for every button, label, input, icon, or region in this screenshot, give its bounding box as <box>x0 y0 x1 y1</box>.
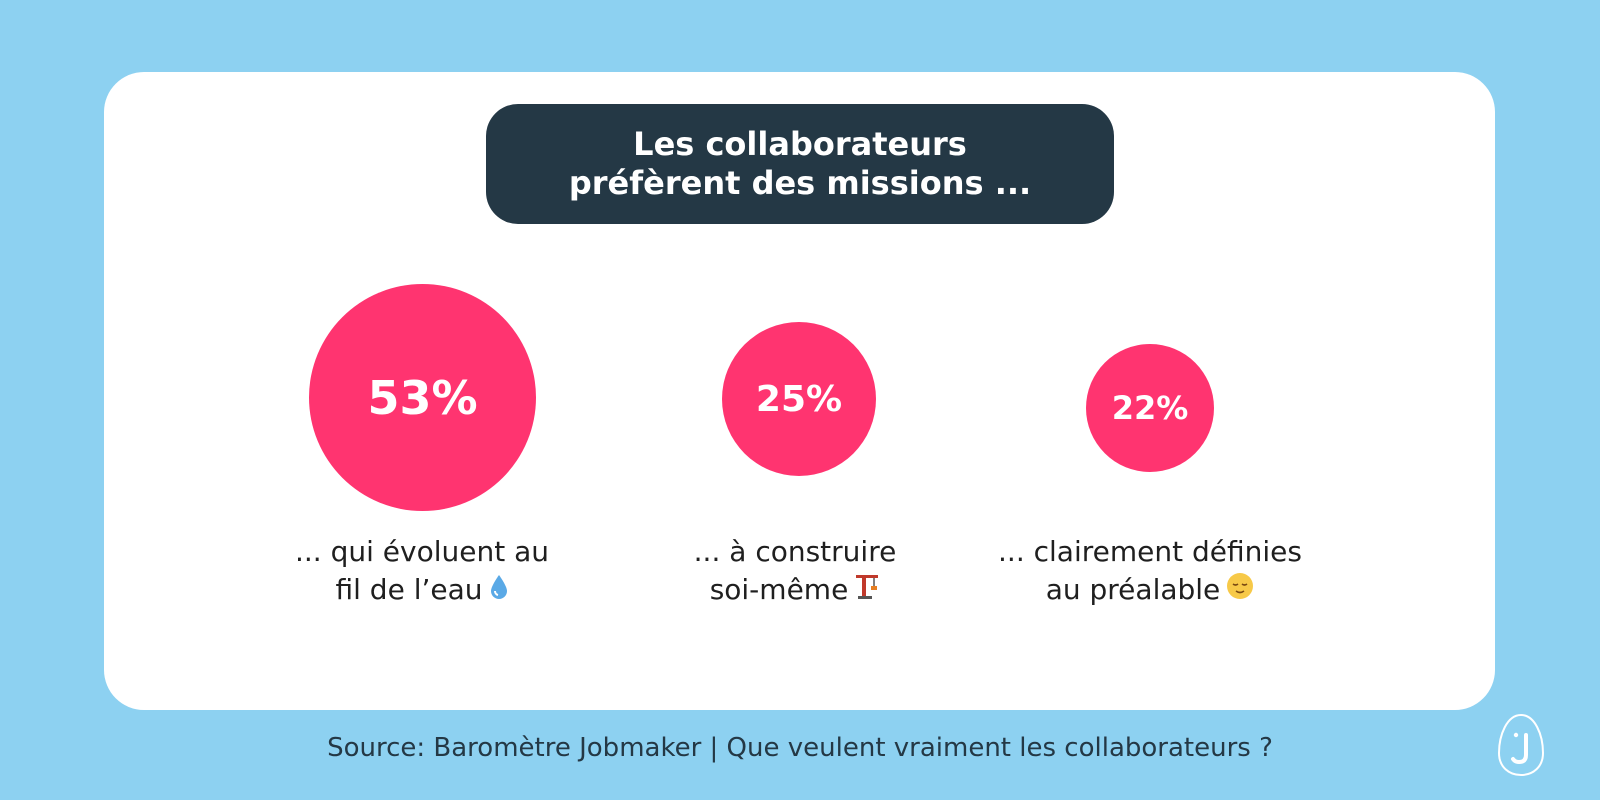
droplet-icon <box>489 572 509 610</box>
label-line-2: au préalable <box>970 571 1330 610</box>
bubble-label-2: ... à construire soi-même <box>615 533 975 610</box>
label-line-1: ... à construire <box>693 535 897 568</box>
bubble-value-label: 25% <box>755 378 843 420</box>
bubble-22: 22% <box>1086 344 1214 472</box>
label-line-2: fil de l’eau <box>242 571 602 610</box>
bubble-25: 25% <box>722 322 876 476</box>
bubble-value-label: 53% <box>367 370 478 425</box>
title-banner: Les collaborateurs préfèrent des mission… <box>486 104 1114 224</box>
label-line-1: ... clairement définies <box>998 535 1302 568</box>
crane-icon <box>854 572 880 610</box>
source-caption: Source: Baromètre Jobmaker | Que veulent… <box>327 733 1273 763</box>
bubble-53: 53% <box>309 284 536 511</box>
label-line-2: soi-même <box>615 571 975 610</box>
bubble-label-3: ... clairement définies au préalable <box>970 533 1330 610</box>
title-line-1: Les collaborateurs <box>633 125 967 163</box>
label-text: au préalable <box>1045 573 1221 606</box>
bubble-label-1: ... qui évoluent au fil de l’eau <box>242 533 602 610</box>
title-line-2: préfèrent des missions ... <box>568 164 1032 202</box>
relieved-face-icon <box>1226 572 1254 610</box>
bubble-value-label: 22% <box>1111 389 1189 427</box>
label-line-1: ... qui évoluent au <box>294 535 549 568</box>
jobmaker-logo <box>1497 713 1545 777</box>
label-text: fil de l’eau <box>335 573 483 606</box>
label-text: soi-même <box>709 573 849 606</box>
